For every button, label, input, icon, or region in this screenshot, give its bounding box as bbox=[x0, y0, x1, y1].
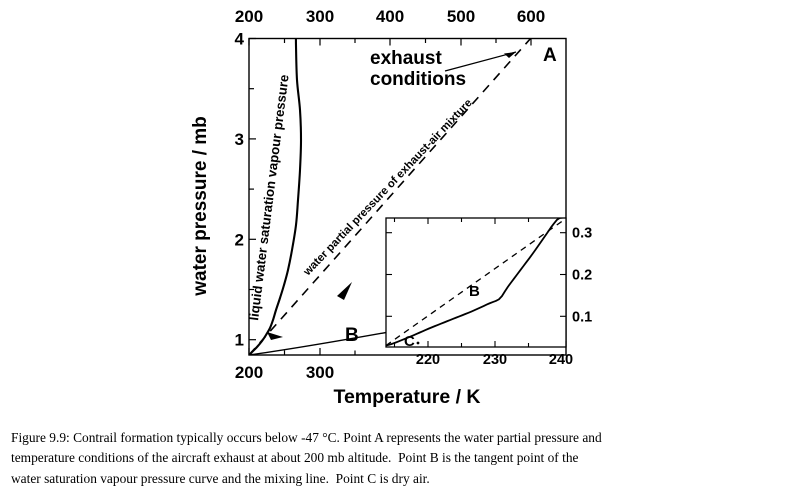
svg-text:200: 200 bbox=[235, 7, 263, 26]
svg-text:0.1: 0.1 bbox=[572, 309, 592, 325]
svg-text:A: A bbox=[543, 45, 557, 66]
svg-text:200: 200 bbox=[235, 363, 263, 382]
svg-text:300: 300 bbox=[306, 363, 334, 382]
svg-text:Temperature / K: Temperature / K bbox=[333, 386, 480, 408]
svg-text:conditions: conditions bbox=[370, 69, 466, 90]
svg-text:240: 240 bbox=[549, 352, 573, 368]
svg-text:3: 3 bbox=[235, 130, 244, 149]
svg-text:400: 400 bbox=[376, 7, 404, 26]
svg-text:0.2: 0.2 bbox=[572, 268, 592, 284]
svg-text:300: 300 bbox=[306, 7, 334, 26]
svg-text:230: 230 bbox=[483, 352, 507, 368]
svg-text:4: 4 bbox=[235, 30, 245, 49]
svg-text:1: 1 bbox=[235, 331, 244, 350]
svg-text:2: 2 bbox=[235, 230, 244, 249]
svg-text:B: B bbox=[345, 325, 359, 346]
svg-text:600: 600 bbox=[517, 7, 545, 26]
svg-text:exhaust: exhaust bbox=[370, 48, 442, 69]
svg-text:500: 500 bbox=[447, 7, 475, 26]
svg-text:0.3: 0.3 bbox=[572, 226, 592, 242]
svg-text:220: 220 bbox=[416, 352, 440, 368]
svg-text:B: B bbox=[469, 283, 480, 300]
svg-text:C: C bbox=[404, 333, 415, 350]
svg-text:water pressure / mb: water pressure / mb bbox=[190, 116, 211, 297]
